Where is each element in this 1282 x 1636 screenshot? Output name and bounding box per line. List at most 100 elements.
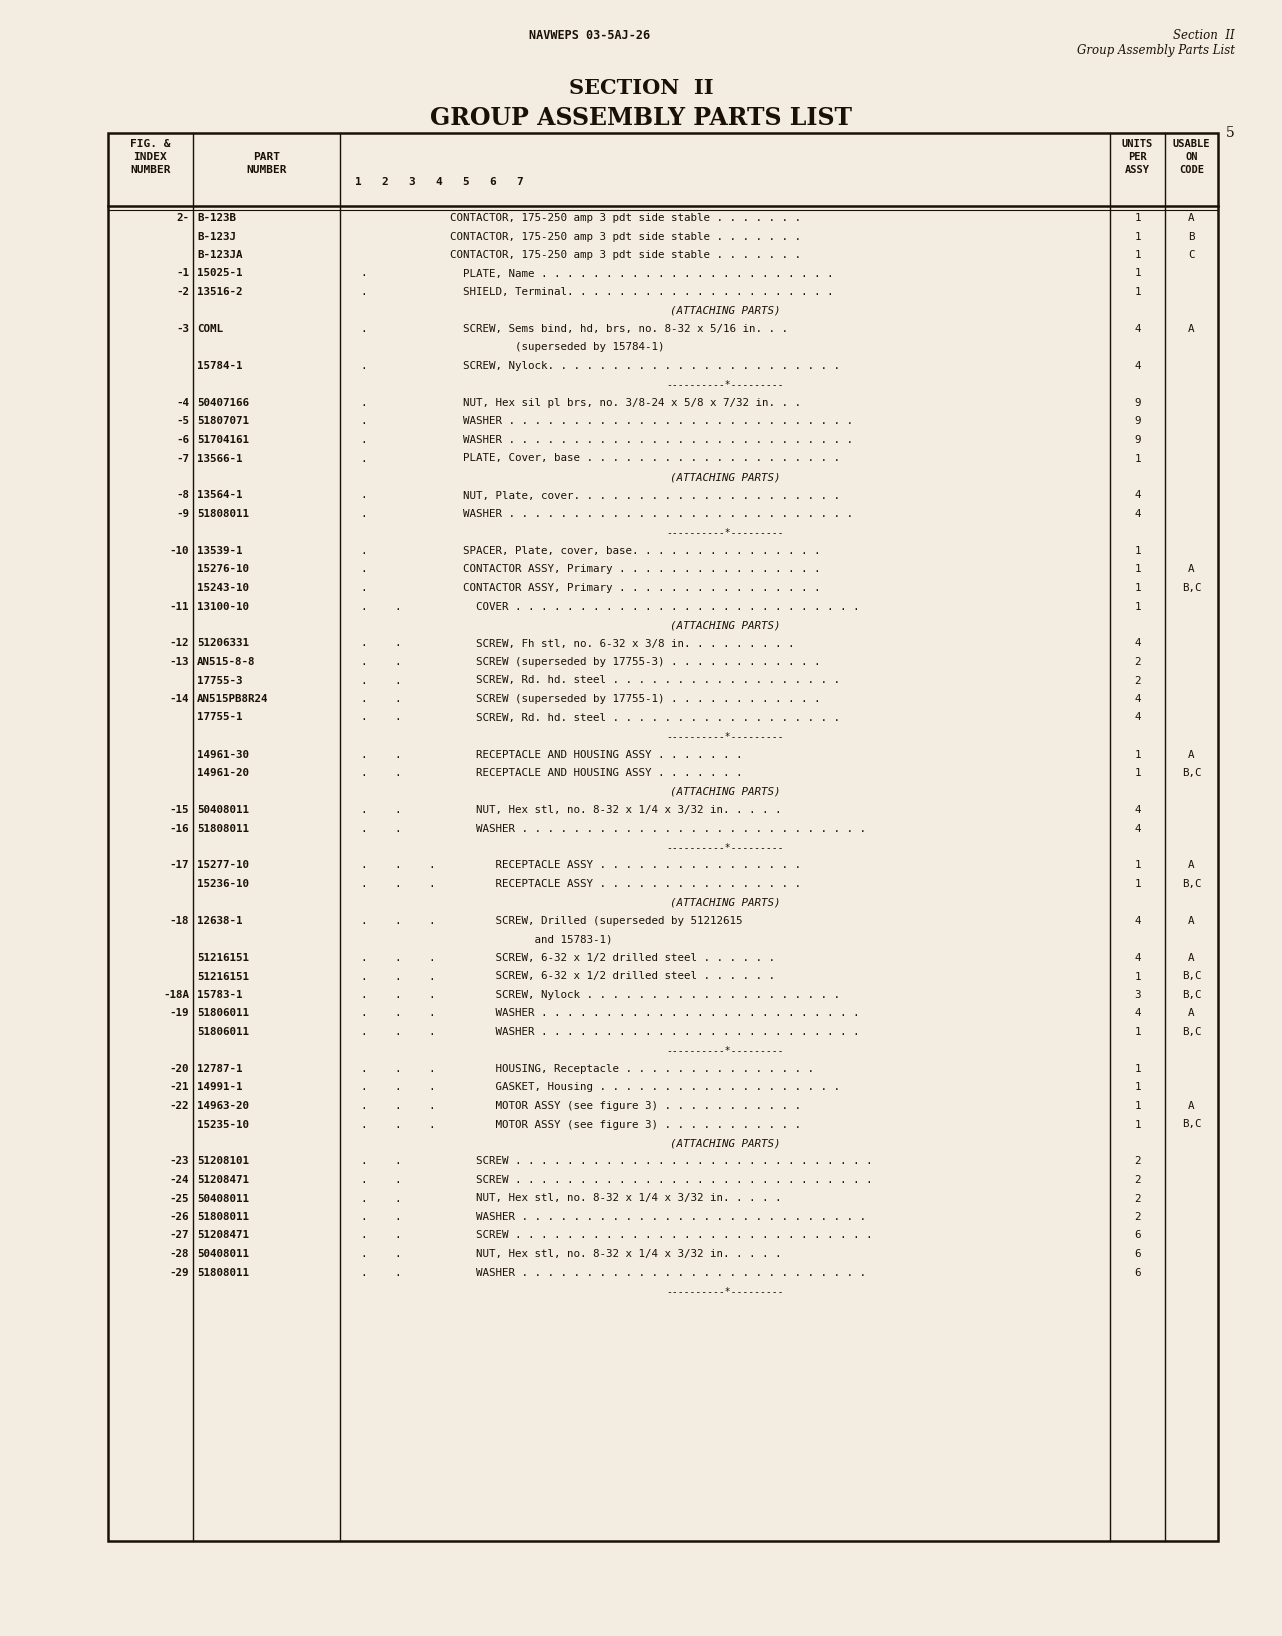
Text: 4: 4 (1135, 638, 1141, 648)
Text: NUT, Hex stl, no. 8-32 x 1/4 x 3/32 in. . . . .: NUT, Hex stl, no. 8-32 x 1/4 x 3/32 in. … (450, 1248, 782, 1260)
Text: .: . (395, 1194, 401, 1204)
Text: WASHER . . . . . . . . . . . . . . . . . . . . . . . . . . .: WASHER . . . . . . . . . . . . . . . . .… (450, 1212, 867, 1222)
Text: 2-: 2- (176, 213, 188, 222)
Text: GASKET, Housing . . . . . . . . . . . . . . . . . . .: GASKET, Housing . . . . . . . . . . . . … (450, 1083, 840, 1093)
Text: B,C: B,C (1182, 1027, 1201, 1037)
Text: .: . (360, 990, 367, 1000)
Text: NUT, Hex sil pl brs, no. 3/8-24 x 5/8 x 7/32 in. . .: NUT, Hex sil pl brs, no. 3/8-24 x 5/8 x … (450, 398, 801, 407)
Text: and 15783-1): and 15783-1) (450, 934, 613, 944)
Text: 2: 2 (1135, 1175, 1141, 1184)
Text: 1: 1 (1135, 1119, 1141, 1129)
Text: .: . (395, 805, 401, 815)
Text: SPACER, Plate, cover, base. . . . . . . . . . . . . . .: SPACER, Plate, cover, base. . . . . . . … (450, 546, 820, 556)
Text: .: . (360, 1008, 367, 1019)
Text: RECEPTACLE ASSY . . . . . . . . . . . . . . . .: RECEPTACLE ASSY . . . . . . . . . . . . … (450, 879, 801, 888)
Text: .: . (395, 1063, 401, 1073)
Text: 51808011: 51808011 (197, 1268, 249, 1278)
Text: 1: 1 (1135, 1083, 1141, 1093)
Text: -24: -24 (169, 1175, 188, 1184)
Text: MOTOR ASSY (see figure 3) . . . . . . . . . . .: MOTOR ASSY (see figure 3) . . . . . . . … (450, 1101, 801, 1111)
Text: .: . (360, 582, 367, 592)
Text: A: A (1188, 324, 1195, 334)
Text: ASSY: ASSY (1126, 165, 1150, 175)
Text: .: . (360, 805, 367, 815)
Text: 50408011: 50408011 (197, 1194, 249, 1204)
Text: .: . (395, 1157, 401, 1166)
Text: -21: -21 (169, 1083, 188, 1093)
Text: 2: 2 (1135, 1194, 1141, 1204)
Text: COVER . . . . . . . . . . . . . . . . . . . . . . . . . . .: COVER . . . . . . . . . . . . . . . . . … (450, 602, 859, 612)
Text: 15236-10: 15236-10 (197, 879, 249, 888)
Text: -14: -14 (169, 694, 188, 703)
Text: .: . (360, 602, 367, 612)
Text: A: A (1188, 1101, 1195, 1111)
Bar (108, 133, 1218, 1541)
Text: A: A (1188, 1008, 1195, 1019)
Text: .: . (395, 1248, 401, 1260)
Text: .: . (428, 1027, 436, 1037)
Text: .: . (395, 861, 401, 870)
Text: -22: -22 (169, 1101, 188, 1111)
Text: 1: 1 (1135, 879, 1141, 888)
Text: 2: 2 (1135, 658, 1141, 667)
Text: SCREW, Drilled (superseded by 51212615: SCREW, Drilled (superseded by 51212615 (450, 916, 742, 926)
Text: 1: 1 (1135, 972, 1141, 982)
Text: 15276-10: 15276-10 (197, 564, 249, 574)
Text: 4: 4 (1135, 694, 1141, 703)
Text: 14961-30: 14961-30 (197, 749, 249, 759)
Text: -9: -9 (176, 509, 188, 519)
Text: B: B (1188, 232, 1195, 242)
Text: .: . (360, 972, 367, 982)
Text: .: . (395, 972, 401, 982)
Text: 6: 6 (1135, 1268, 1141, 1278)
Text: 14963-20: 14963-20 (197, 1101, 249, 1111)
Text: .: . (360, 435, 367, 445)
Text: 4: 4 (1135, 823, 1141, 833)
Text: 2: 2 (1135, 1212, 1141, 1222)
Text: B,C: B,C (1182, 1119, 1201, 1129)
Text: NAVWEPS 03-5AJ-26: NAVWEPS 03-5AJ-26 (529, 29, 650, 43)
Text: SCREW, Nylock . . . . . . . . . . . . . . . . . . . .: SCREW, Nylock . . . . . . . . . . . . . … (450, 990, 840, 1000)
Text: -29: -29 (169, 1268, 188, 1278)
Text: .: . (360, 749, 367, 759)
Text: .: . (360, 767, 367, 779)
Text: 1: 1 (1135, 1101, 1141, 1111)
Text: NUT, Hex stl, no. 8-32 x 1/4 x 3/32 in. . . . .: NUT, Hex stl, no. 8-32 x 1/4 x 3/32 in. … (450, 1194, 782, 1204)
Text: .: . (395, 1212, 401, 1222)
Text: .: . (395, 713, 401, 723)
Text: 4: 4 (1135, 916, 1141, 926)
Text: .: . (428, 972, 436, 982)
Text: 13516-2: 13516-2 (197, 286, 242, 298)
Text: 9: 9 (1135, 417, 1141, 427)
Text: B-123B: B-123B (197, 213, 236, 222)
Text: CONTACTOR ASSY, Primary . . . . . . . . . . . . . . . .: CONTACTOR ASSY, Primary . . . . . . . . … (450, 582, 820, 592)
Text: 13100-10: 13100-10 (197, 602, 249, 612)
Text: 14961-20: 14961-20 (197, 767, 249, 779)
Text: .: . (395, 1268, 401, 1278)
Text: .: . (360, 823, 367, 833)
Text: -6: -6 (176, 435, 188, 445)
Text: 12638-1: 12638-1 (197, 916, 242, 926)
Text: GROUP ASSEMBLY PARTS LIST: GROUP ASSEMBLY PARTS LIST (429, 106, 853, 129)
Text: ON: ON (1186, 152, 1197, 162)
Text: 15235-10: 15235-10 (197, 1119, 249, 1129)
Text: 1: 1 (1135, 546, 1141, 556)
Text: 51808011: 51808011 (197, 509, 249, 519)
Text: -4: -4 (176, 398, 188, 407)
Text: .: . (360, 564, 367, 574)
Text: -23: -23 (169, 1157, 188, 1166)
Text: -18: -18 (169, 916, 188, 926)
Text: B,C: B,C (1182, 767, 1201, 779)
Text: .: . (395, 879, 401, 888)
Text: .: . (360, 362, 367, 371)
Text: 51208471: 51208471 (197, 1230, 249, 1240)
Text: .: . (360, 1248, 367, 1260)
Text: .: . (395, 767, 401, 779)
Text: 1: 1 (1135, 861, 1141, 870)
Text: 1: 1 (1135, 564, 1141, 574)
Text: ----------*---------: ----------*--------- (667, 1045, 783, 1055)
Text: 51808011: 51808011 (197, 823, 249, 833)
Text: SCREW, Nylock. . . . . . . . . . . . . . . . . . . . . . .: SCREW, Nylock. . . . . . . . . . . . . .… (450, 362, 840, 371)
Text: .: . (395, 990, 401, 1000)
Text: 1: 1 (1135, 602, 1141, 612)
